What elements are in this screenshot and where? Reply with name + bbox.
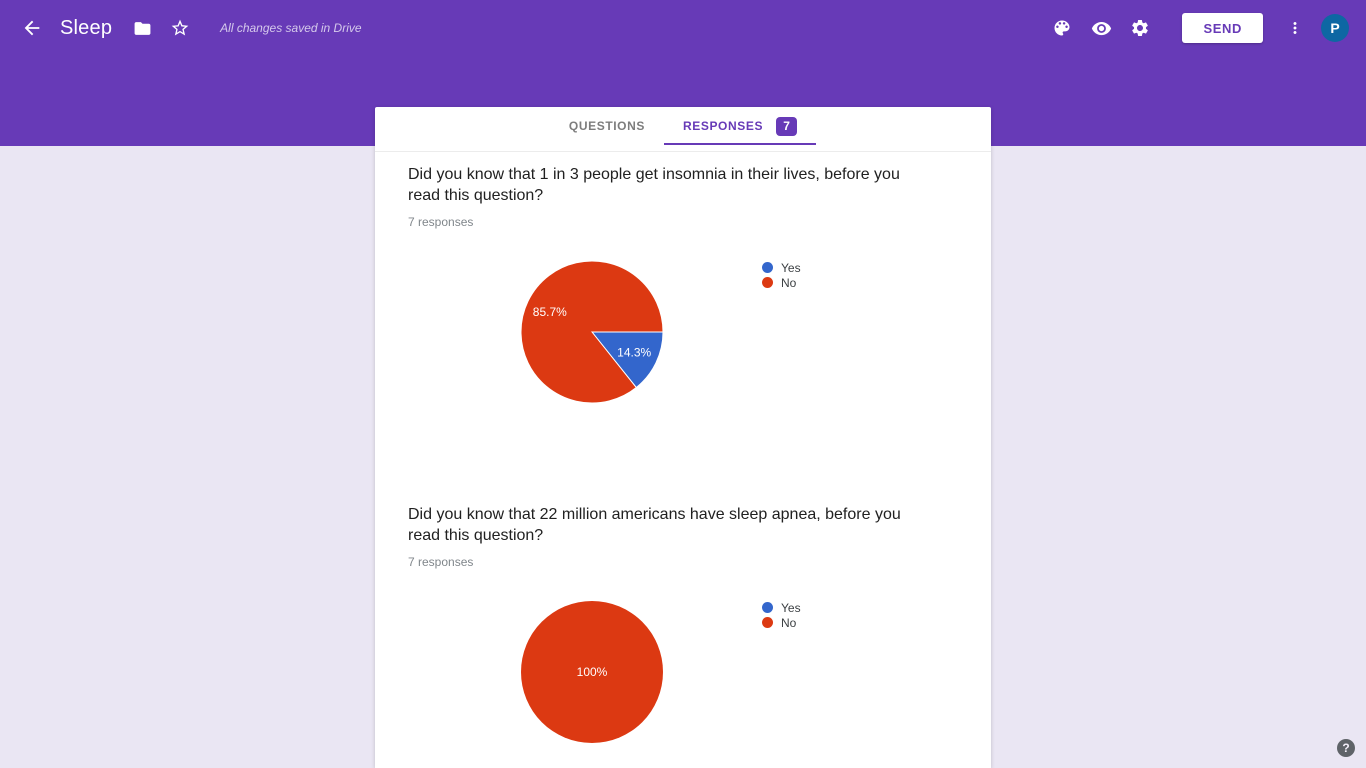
back-button[interactable] <box>14 10 50 46</box>
active-tab-underline <box>663 143 817 145</box>
legend-label: No <box>781 615 797 630</box>
tab-questions-label: QUESTIONS <box>568 119 645 133</box>
chart-legend: Yes No <box>762 600 801 744</box>
pie-percent-label: 85.7% <box>533 305 567 319</box>
legend-item: No <box>762 615 801 630</box>
eye-icon <box>1091 18 1112 39</box>
question-block: Did you know that 1 in 3 people get inso… <box>408 164 958 404</box>
gear-icon <box>1130 18 1150 38</box>
chart-row: 14.3% 85.7% Yes No <box>408 260 958 404</box>
responses-panel: Did you know that 1 in 3 people get inso… <box>375 152 991 744</box>
legend-item: No <box>762 275 801 290</box>
tab-bar: QUESTIONS RESPONSES 7 <box>375 107 991 145</box>
pie-chart[interactable]: 14.3% 85.7% <box>520 260 664 404</box>
legend-label: No <box>781 275 797 290</box>
more-vert-icon <box>1286 19 1304 37</box>
tab-responses-label: RESPONSES <box>682 119 764 133</box>
star-outline-icon <box>170 18 190 38</box>
star-button[interactable] <box>162 10 198 46</box>
pie-percent-label: 100% <box>577 665 608 679</box>
question-title: Did you know that 1 in 3 people get inso… <box>408 166 900 204</box>
legend-item: Yes <box>762 600 801 615</box>
account-avatar[interactable]: P <box>1321 14 1349 42</box>
theme-palette-button[interactable] <box>1044 10 1080 46</box>
responses-count-label: 7 responses <box>408 215 474 229</box>
tab-responses[interactable]: RESPONSES 7 <box>663 107 817 145</box>
legend-swatch-icon <box>762 617 773 628</box>
legend-swatch-icon <box>762 277 773 288</box>
pie-slice[interactable] <box>521 601 663 743</box>
chart-legend: Yes No <box>762 260 801 404</box>
responses-count-label: 7 responses <box>408 555 474 569</box>
pie-slice[interactable] <box>520 260 664 404</box>
chart-row: 100% Yes No <box>408 600 958 744</box>
pie-slice[interactable] <box>590 331 664 389</box>
responses-card: QUESTIONS RESPONSES 7 Did you know that … <box>375 107 991 768</box>
question-block: Did you know that 22 million americans h… <box>408 504 958 744</box>
folder-icon <box>133 19 152 38</box>
tabbar-divider <box>375 151 991 152</box>
pie-percent-label: 14.3% <box>617 346 651 360</box>
pie-chart[interactable]: 100% <box>520 600 664 744</box>
legend-label: Yes <box>781 600 801 615</box>
legend-label: Yes <box>781 260 801 275</box>
more-options-button[interactable] <box>1277 10 1313 46</box>
arrow-back-icon <box>21 17 43 39</box>
responses-count-badge: 7 <box>776 116 798 136</box>
legend-item: Yes <box>762 260 801 275</box>
send-button[interactable]: SEND <box>1182 13 1263 43</box>
legend-swatch-icon <box>762 602 773 613</box>
form-title: Sleep <box>60 16 113 39</box>
save-status: All changes saved in Drive <box>220 21 362 35</box>
question-title: Did you know that 22 million americans h… <box>408 506 901 544</box>
settings-button[interactable] <box>1122 10 1158 46</box>
tab-questions[interactable]: QUESTIONS <box>550 107 664 145</box>
app-bar: Sleep All changes saved in Drive <box>0 0 1366 56</box>
help-button[interactable]: ? <box>1337 739 1355 757</box>
palette-icon <box>1052 18 1072 38</box>
legend-swatch-icon <box>762 262 773 273</box>
move-to-folder-button[interactable] <box>124 10 160 46</box>
preview-button[interactable] <box>1083 10 1119 46</box>
